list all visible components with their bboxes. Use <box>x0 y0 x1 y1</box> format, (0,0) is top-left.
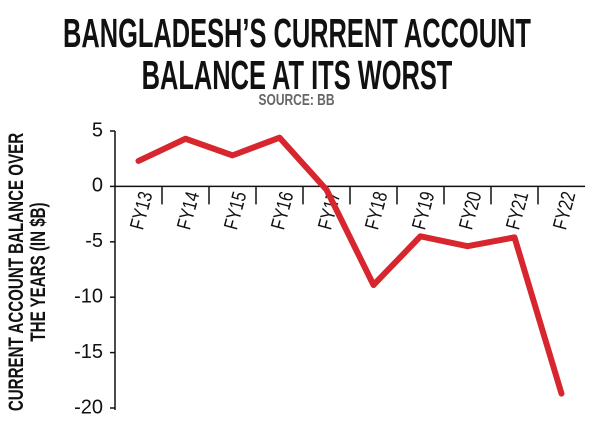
x-tick-label: FY15 <box>220 189 251 232</box>
y-tick-label: -5 <box>85 230 103 252</box>
x-tick-label: FY18 <box>361 189 392 232</box>
x-tick-label: FY14 <box>173 189 204 232</box>
data-line <box>135 134 565 397</box>
y-axis-label: CURRENT ACCOUNT BALANCE OVER THE YEARS (… <box>5 132 50 412</box>
y-tick-label: 5 <box>92 119 103 141</box>
x-tick-label: FY19 <box>408 189 439 232</box>
y-tick-label: -10 <box>74 285 103 307</box>
x-tick-label: FY20 <box>455 189 486 232</box>
x-tick-label: FY22 <box>549 189 580 232</box>
x-tick-label: FY13 <box>126 189 157 232</box>
chart-subtitle: SOURCE: BB <box>258 92 335 109</box>
y-tick-label: -20 <box>74 396 103 418</box>
y-tick-label: 0 <box>92 175 103 197</box>
x-tick-label: FY21 <box>502 189 533 232</box>
x-tick-label: FY16 <box>267 189 298 232</box>
y-tick-label: -15 <box>74 341 103 363</box>
chart-title: BANGLADESH’S CURRENT ACCOUNT BALANCE AT … <box>62 10 531 98</box>
